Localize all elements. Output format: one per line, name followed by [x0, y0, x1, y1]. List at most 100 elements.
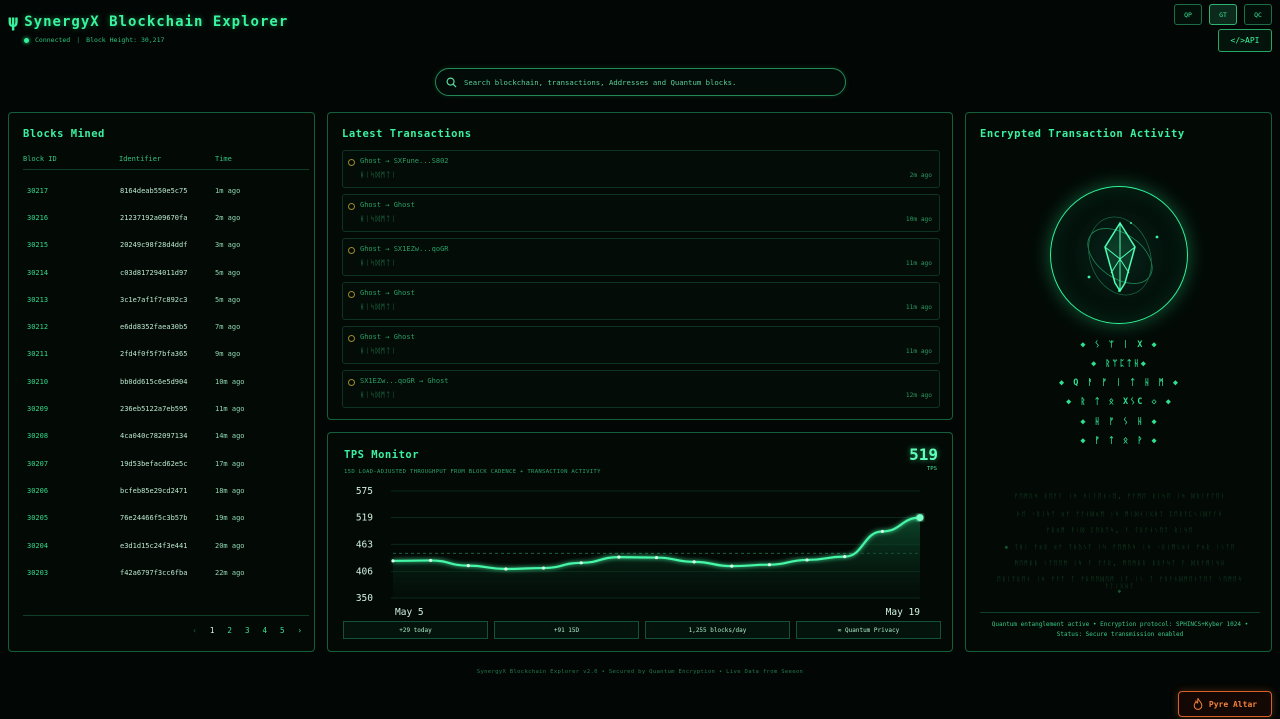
connection-status-dot — [24, 37, 29, 43]
transaction-route: Ghost → SXFune...S802 — [360, 157, 449, 165]
table-row[interactable]: 30215 20249c98f28d4ddf 3m ago — [23, 232, 309, 259]
chart-point — [466, 564, 470, 568]
transaction-glyph: ᚺᛁᛋᛞᛗᛏᛁ — [360, 347, 397, 355]
transaction-item[interactable]: Ghost → SX1EZw...qoGR ᚺᛁᛋᛞᛗᛏᛁ 11m ago — [342, 238, 940, 276]
page-3-button[interactable]: 3 — [244, 626, 250, 635]
transaction-item[interactable]: SX1EZw...qoGR → Ghost ᚺᛁᛋᛞᛗᛏᛁ 12m ago — [342, 370, 940, 408]
chart-point — [805, 558, 809, 562]
transaction-item[interactable]: Ghost → Ghost ᚺᛁᛋᛞᛗᛏᛁ 10m ago — [342, 194, 940, 232]
table-row[interactable]: 30208 4ca040c782097134 14m ago — [23, 423, 309, 450]
transaction-route: Ghost → Ghost — [360, 289, 415, 297]
table-row[interactable]: 30213 3c1e7af1f7c892c3 5m ago — [23, 286, 309, 313]
faint-rune-text: ᚠᚱᛟᛗ ᚹᛁᛞ ᛈᛖᚱᛏᛋ, ᚨ ᛏᚱᚨᚾᛊᛖᛏ ᚱᛁᛋᛖ — [1046, 527, 1194, 534]
table-row[interactable]: 30211 2fd4f0f5f7bfa365 9m ago — [23, 341, 309, 368]
chart-point — [617, 555, 621, 559]
transaction-item[interactable]: Ghost → SXFune...S802 ᚺᛁᛋᛞᛗᛏᛁ 2m ago — [342, 150, 940, 188]
table-row[interactable]: 30207 19d53befacd62e5c 17m ago — [23, 450, 309, 477]
block-hash: 8164deab550e5c75 — [120, 186, 188, 195]
block-id[interactable]: 30213 — [27, 295, 49, 304]
table-row[interactable]: 30216 21237192a09670fa 2m ago — [23, 204, 309, 231]
search-input[interactable] — [464, 77, 834, 87]
brand: ψ SynergyX Blockchain Explorer Connected… — [8, 12, 288, 44]
table-row[interactable]: 30203 f42a6797f3cc6fba 22m ago — [23, 559, 309, 586]
chart-point — [504, 567, 508, 571]
block-id[interactable]: 30210 — [27, 377, 49, 386]
search-bar[interactable] — [435, 68, 846, 96]
block-id[interactable]: 30207 — [27, 459, 49, 468]
page-5-button[interactable]: 5 — [279, 626, 285, 635]
blocks-mined-panel: Blocks Mined Block ID Identifier Time 30… — [8, 112, 315, 652]
gt-button[interactable]: GT — [1209, 4, 1237, 25]
table-row[interactable]: 30210 bb0dd615c6e5d904 10m ago — [23, 368, 309, 395]
transaction-time: 11m ago — [905, 260, 932, 267]
transaction-route: Ghost → Ghost — [360, 333, 415, 341]
block-id[interactable]: 30203 — [27, 568, 49, 577]
qc-button[interactable]: QC — [1244, 4, 1272, 25]
block-hash: e3d1d15c24f3e441 — [120, 541, 188, 550]
tps-value: 519 — [909, 445, 938, 464]
block-time: 10m ago — [215, 377, 245, 386]
top-button-group: QP GT QC — [1174, 4, 1272, 25]
page-1-button[interactable]: 1 — [209, 626, 215, 635]
block-time: 14m ago — [215, 432, 245, 441]
next-page-button[interactable]: › — [297, 626, 302, 635]
latest-transactions-title: Latest Transactions — [342, 128, 472, 140]
block-id[interactable]: 30205 — [27, 514, 49, 523]
page-2-button[interactable]: 2 — [227, 626, 232, 635]
table-row[interactable]: 30217 8164deab550e5c75 1m ago — [23, 177, 309, 204]
block-hash: c03d817294011d97 — [120, 268, 188, 277]
block-id[interactable]: 30215 — [27, 241, 49, 250]
tps-monitor-title: TPS Monitor — [344, 449, 420, 461]
block-time: 7m ago — [215, 323, 241, 332]
table-row[interactable]: 30204 e3d1d15c24f3e441 20m ago — [23, 532, 309, 559]
block-id[interactable]: 30212 — [27, 323, 49, 332]
rune-line: ◆ ᚱᛘᛈᛏᚺ◆ — [1091, 359, 1148, 369]
transaction-route: Ghost → Ghost — [360, 201, 415, 209]
chart-point — [579, 561, 583, 565]
table-row[interactable]: 30209 236eb5122a7eb595 11m ago — [23, 395, 309, 422]
block-time: 9m ago — [215, 350, 241, 359]
prev-page-button[interactable]: ‹ — [192, 626, 197, 635]
block-hash: 3c1e7af1f7c892c3 — [120, 295, 188, 304]
page-4-button[interactable]: 4 — [262, 626, 267, 635]
block-time: 18m ago — [215, 486, 245, 495]
transaction-time: 11m ago — [905, 304, 932, 311]
block-id[interactable]: 30208 — [27, 432, 49, 441]
table-row[interactable]: 30205 76e24466f5c3b57b 19m ago — [23, 505, 309, 532]
faint-rune-text: ᚦᛖ ᚲᚱᛁᛋᛏ ᛟᚠ ᚠᚨᚾᛞᛟᛗ ᛁᛋ ᛗᛁᛞᚾᛁᚷᚺᛏ ᛈᛖᚱᚨᛈᛊᛁᛞᚨ… — [1016, 511, 1224, 518]
table-row[interactable]: 30212 e6dd8352faea30b5 7m ago — [23, 313, 309, 340]
tps-stats: +29 today +91 15D 1,255 blocks/day ∞ Qua… — [343, 621, 941, 639]
transaction-item[interactable]: Ghost → Ghost ᚺᛁᛋᛞᛗᛏᛁ 11m ago — [342, 326, 940, 364]
block-id[interactable]: 30211 — [27, 350, 49, 359]
crystal-icon — [1087, 216, 1159, 296]
stat-blocks-per-day: 1,255 blocks/day — [645, 621, 790, 639]
block-height: Block Height: 30,217 — [86, 36, 165, 44]
transaction-glyph: ᚺᛁᛋᛞᛗᛏᛁ — [360, 171, 397, 179]
search-icon — [446, 77, 457, 88]
qp-button[interactable]: QP — [1174, 4, 1202, 25]
encrypted-activity-title: Encrypted Transaction Activity — [980, 128, 1185, 140]
block-id[interactable]: 30204 — [27, 541, 49, 550]
rune-line: ◆ ᚺ ᚠ ᛊ ᚺ ◆ — [1080, 417, 1159, 427]
block-time: 17m ago — [215, 459, 245, 468]
transaction-item[interactable]: Ghost → Ghost ᚺᛁᛋᛞᛗᛏᛁ 11m ago — [342, 282, 940, 320]
table-row[interactable]: 30206 bcfeb85e29cd2471 18m ago — [23, 477, 309, 504]
block-id[interactable]: 30216 — [27, 213, 49, 222]
block-id[interactable]: 30217 — [27, 186, 49, 195]
faint-rune-text: ᛗᛖᛗᛒᚱ ᛊᛏᛖᛖᛗ ᛁᛋ ᚨ ᚠᚨᚱ, ᛗᛖᛗᛒᚱ ᛒᚱᚨᛋᛏ ᚨ ᛞᚱᚨᛗ… — [1014, 560, 1226, 567]
y-tick-label: 519 — [356, 513, 373, 524]
block-id[interactable]: 30214 — [27, 268, 49, 277]
api-button[interactable]: </>API — [1218, 29, 1272, 52]
pyre-altar-button[interactable]: Pyre Altar — [1178, 691, 1272, 717]
rune-line: ◆ Q ᚨ ᚠ ᛁ ᛏ ᚺ ᛗ ◆ — [1059, 378, 1180, 388]
rune-line: ◆ ᚱ ᛏ ᛟ XᛊC ◇ ◆ — [1066, 397, 1173, 407]
tps-subtitle: 15D LOAD-ADJUSTED THROUGHPUT FROM BLOCK … — [344, 469, 601, 475]
blocks-table-body: 30217 8164deab550e5c75 1m ago 30216 2123719… — [23, 177, 309, 586]
block-id[interactable]: 30209 — [27, 405, 49, 414]
table-row[interactable]: 30214 c03d817294011d97 5m ago — [23, 259, 309, 286]
block-id[interactable]: 30206 — [27, 486, 49, 495]
y-tick-label: 575 — [356, 486, 373, 497]
y-tick-label: 463 — [356, 539, 373, 550]
rune-line: ◆ ᚠ ᛏ ᛟ ᚹ ◆ — [1080, 436, 1159, 446]
transaction-glyph: ᚺᛁᛋᛞᛗᛏᛁ — [360, 303, 397, 311]
